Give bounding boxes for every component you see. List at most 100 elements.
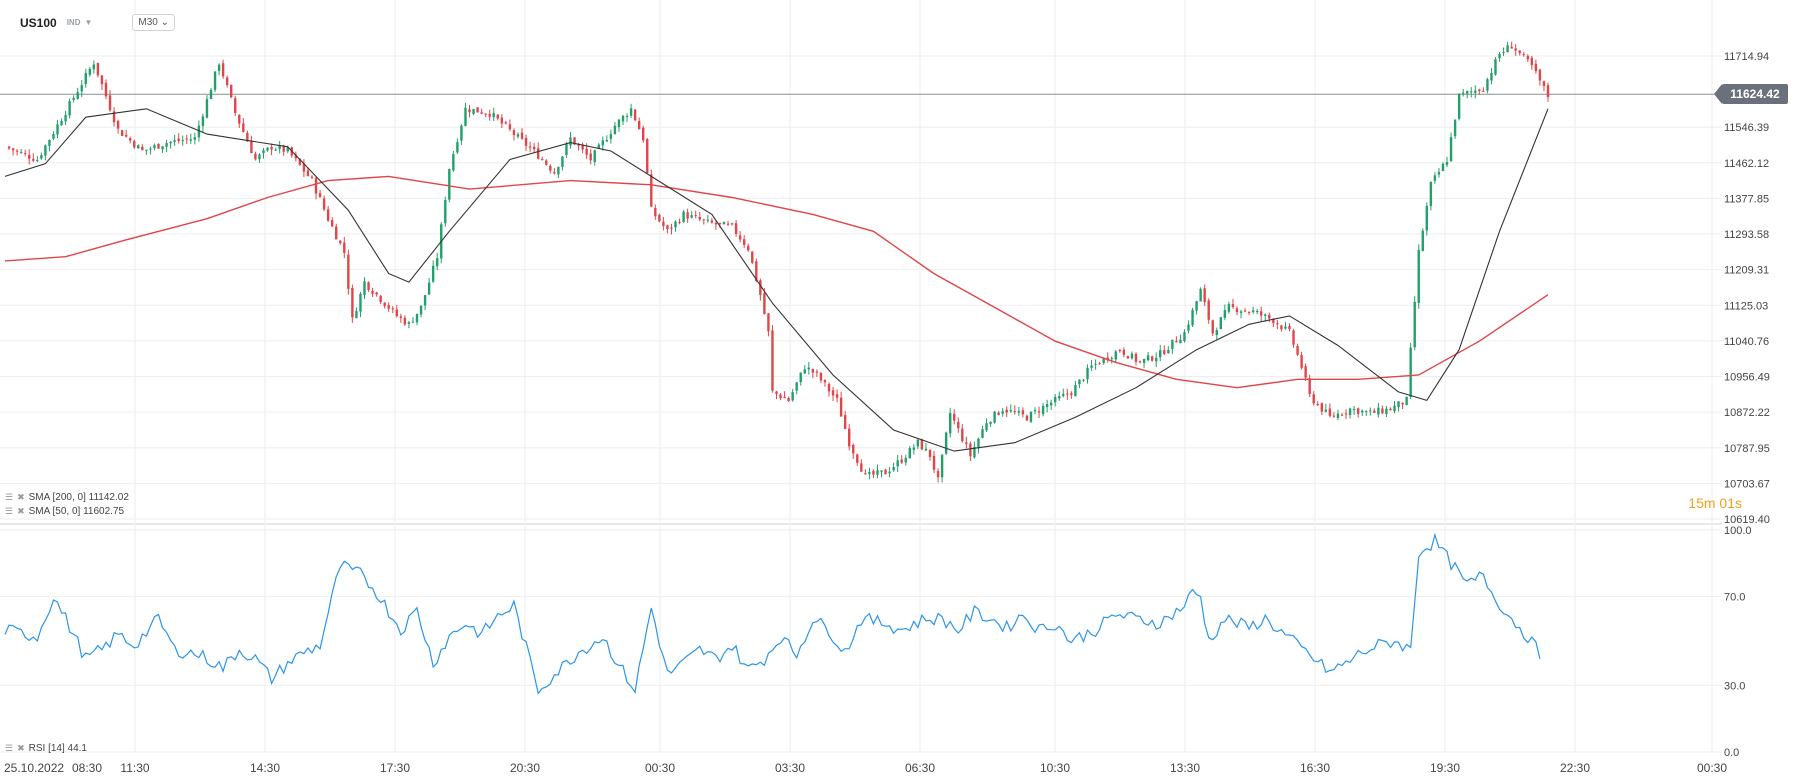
candle-body — [274, 149, 277, 151]
close-icon[interactable]: ✖ — [17, 506, 25, 516]
candle-body — [726, 223, 730, 225]
candle-body — [993, 411, 996, 423]
candle-body — [1316, 404, 1319, 406]
candle-body — [1393, 405, 1396, 412]
candle-body — [981, 429, 984, 438]
candle-body — [997, 412, 1000, 415]
candle-body — [363, 281, 366, 295]
candle-body — [112, 111, 116, 123]
y-tick-label: 11377.85 — [1724, 193, 1769, 205]
candle-body — [1437, 171, 1441, 175]
symbol-label[interactable]: US100 — [20, 15, 57, 30]
close-icon[interactable]: ✖ — [17, 743, 25, 753]
candle-body — [545, 160, 548, 165]
candle-body — [617, 119, 621, 128]
candle-body — [1461, 92, 1465, 95]
candle-body — [573, 137, 576, 145]
candle-body — [116, 120, 120, 129]
candle-body — [1268, 314, 1271, 319]
candle-body — [985, 423, 988, 431]
candle-body — [1142, 359, 1146, 363]
candle-body — [1255, 311, 1259, 313]
candle-body — [848, 428, 851, 447]
candle-body — [1264, 314, 1267, 316]
candle-body — [310, 176, 314, 178]
candle-body — [868, 471, 871, 474]
candle-body — [1340, 414, 1344, 416]
candle-body — [771, 330, 774, 391]
candle-body — [1078, 379, 1081, 385]
candle-body — [133, 140, 136, 148]
candle-body — [1494, 59, 1497, 75]
candle-body — [1247, 311, 1251, 313]
candle-body — [19, 151, 23, 153]
candle-body — [496, 114, 499, 119]
candle-body — [1449, 137, 1453, 162]
candle-body — [1522, 54, 1525, 56]
candle-body — [1066, 393, 1069, 395]
candle-body — [129, 138, 132, 141]
candle-body — [775, 391, 778, 394]
candle-body — [282, 145, 285, 152]
candle-body — [1296, 345, 1299, 355]
rsi-line — [4, 532, 1541, 695]
candle-body — [593, 150, 596, 162]
candle-body — [431, 265, 435, 282]
sma50-line — [4, 108, 1549, 452]
candle-body — [1126, 355, 1130, 359]
candle-body — [1486, 79, 1489, 91]
candle-body — [1304, 366, 1307, 378]
candle-body — [60, 121, 63, 126]
candle-body — [953, 413, 956, 421]
candle-body — [1470, 91, 1473, 93]
chevron-down-icon[interactable]: ▼ — [84, 18, 93, 27]
close-icon[interactable]: ✖ — [17, 492, 25, 502]
candle-body — [72, 97, 75, 100]
candle-body — [169, 141, 172, 144]
candle-body — [427, 282, 431, 295]
candle-body — [1118, 349, 1122, 352]
candle-body — [880, 470, 883, 472]
candle-body — [286, 147, 289, 152]
timeframe-select[interactable]: M30 ⌄ — [132, 14, 176, 31]
candle-body — [1385, 408, 1388, 415]
candle-body — [1070, 393, 1073, 396]
last-price-tag: 11624.42 — [1714, 84, 1788, 104]
candle-body — [569, 137, 572, 146]
candle-body — [1146, 355, 1150, 361]
settings-icon[interactable]: ☰ — [5, 506, 14, 516]
candle-body — [896, 460, 899, 467]
candle-body — [783, 396, 786, 399]
candle-body — [613, 125, 617, 135]
x-tick-label: 17:30 — [380, 761, 410, 775]
candle-body — [504, 122, 508, 124]
candle-body — [221, 63, 225, 77]
candle-body — [238, 114, 241, 124]
candle-body — [1110, 358, 1113, 360]
candle-body — [969, 443, 972, 457]
candle-body — [1235, 308, 1239, 313]
candle-body — [747, 245, 750, 251]
candle-body — [565, 144, 568, 156]
candle-body — [201, 116, 205, 127]
candle-body — [387, 305, 390, 309]
candle-body — [1025, 415, 1029, 421]
candle-body — [1276, 323, 1279, 325]
candle-body — [1514, 48, 1517, 51]
settings-icon[interactable]: ☰ — [5, 743, 14, 753]
x-tick-label: 25.10.2022 — [4, 761, 64, 775]
candle-body — [787, 398, 790, 402]
candle-body — [1381, 408, 1384, 414]
candle-body — [577, 143, 580, 146]
candle-body — [516, 134, 520, 137]
candle-body — [549, 165, 552, 171]
candle-body — [1534, 63, 1538, 72]
candle-body — [1191, 309, 1194, 326]
candle-body — [415, 313, 419, 323]
settings-icon[interactable]: ☰ — [5, 492, 14, 502]
candle-body — [36, 160, 39, 162]
candle-body — [759, 280, 762, 295]
y-tick-label: 11546.39 — [1724, 122, 1769, 134]
y-tick-label: 10872.22 — [1724, 407, 1770, 419]
